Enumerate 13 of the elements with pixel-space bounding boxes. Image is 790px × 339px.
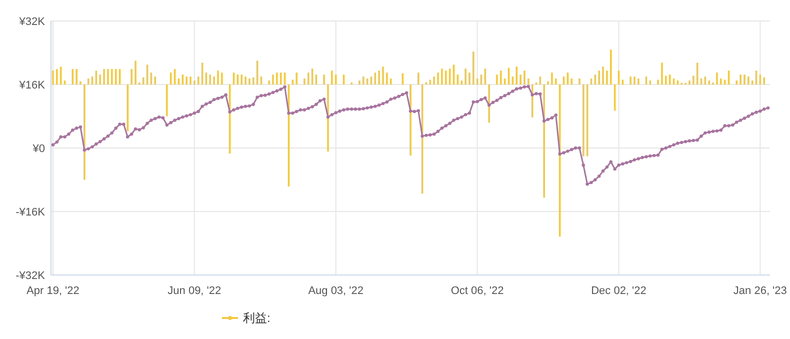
x-tick-label: Aug 03, '22 bbox=[308, 285, 364, 297]
y-tick-label: -¥32K bbox=[16, 270, 46, 282]
y-tick-label: ¥16K bbox=[18, 80, 46, 92]
legend-label: 利益: bbox=[243, 311, 270, 325]
x-tick-label: Jan 26, '23 bbox=[733, 285, 787, 297]
x-tick-label: Apr 19, '22 bbox=[26, 285, 80, 297]
y-tick-label: -¥16K bbox=[16, 206, 46, 218]
x-tick-label: Jun 09, '22 bbox=[168, 285, 222, 297]
x-tick-label: Oct 06, '22 bbox=[450, 285, 504, 297]
y-tick-label: ¥0 bbox=[32, 143, 45, 155]
y-tick-label: ¥32K bbox=[18, 16, 46, 28]
x-tick-label: Dec 02, '22 bbox=[591, 285, 646, 297]
legend: 利益: bbox=[222, 311, 270, 325]
